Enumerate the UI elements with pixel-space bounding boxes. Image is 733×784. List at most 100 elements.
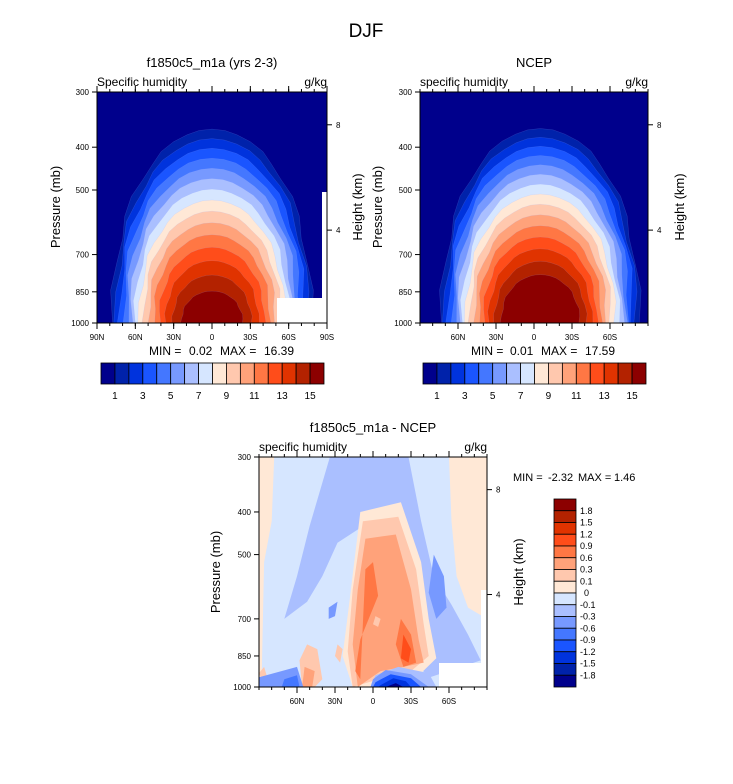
colorbar-box <box>100 362 116 385</box>
colorbar-box <box>553 627 577 641</box>
colorbar-box <box>281 362 297 385</box>
missing-data-region <box>277 298 327 323</box>
y-tick-label: 500 <box>76 186 90 195</box>
units-label: g/kg <box>304 75 327 89</box>
contour-fills <box>259 457 487 687</box>
colorbar-box <box>631 362 647 385</box>
y-right-tick-label: 8 <box>336 121 341 130</box>
panel-title: f1850c5_m1a - NCEP <box>310 420 436 435</box>
missing-data-region <box>439 663 487 687</box>
contour-band <box>335 644 343 663</box>
y-tick-label: 700 <box>238 615 252 624</box>
colorbar-label: 1.2 <box>580 529 593 539</box>
colorbar-box <box>553 674 577 688</box>
colorbar-box <box>212 362 227 385</box>
colorbar-box <box>553 569 577 582</box>
colorbar-box <box>226 362 241 385</box>
x-tick-label: 30S <box>243 333 257 342</box>
y-tick-label: 300 <box>76 88 90 97</box>
colorbar-label: 1.8 <box>580 506 593 516</box>
colorbar-label: 1.5 <box>580 518 593 528</box>
colorbar-box <box>534 362 549 385</box>
missing-data-region <box>322 192 327 323</box>
y-right-axis-label: Height (km) <box>511 538 526 605</box>
colorbar-label: 7 <box>518 391 524 402</box>
x-tick-label: 30S <box>404 697 418 706</box>
y-tick-label: 850 <box>76 288 90 297</box>
min-label: MIN = <box>513 472 543 484</box>
colorbar-label: -0.9 <box>580 635 596 645</box>
colorbar-label: 5 <box>168 391 174 402</box>
y-tick-label: 500 <box>399 186 413 195</box>
contour-band <box>385 683 404 687</box>
colorbar-label: 11 <box>571 391 582 402</box>
colorbar-label: 7 <box>196 391 202 402</box>
max-value: 16.39 <box>264 344 294 358</box>
panel-difference: f1850c5_m1a - NCEP specific humidity g/k… <box>208 420 635 706</box>
colorbar-label: 0.9 <box>580 541 593 551</box>
x-tick-label: 0 <box>532 333 537 342</box>
contour-band <box>449 457 487 619</box>
colorbar-box <box>603 362 619 385</box>
colorbar-box <box>142 362 158 385</box>
contour-plot: 300 400 500 700 850 1000 8 4 60N 30N 0 30S 60S <box>233 451 501 706</box>
min-value: -2.32 <box>548 472 573 484</box>
colorbar-label: 1 <box>434 391 440 402</box>
colorbar-label: -0.1 <box>580 600 596 610</box>
panel-title: f1850c5_m1a (yrs 2-3) <box>147 55 278 70</box>
colorbar-box <box>128 362 144 385</box>
units-label: g/kg <box>464 440 487 454</box>
y-tick-label: 1000 <box>233 683 251 692</box>
colorbar-box <box>520 362 535 385</box>
colorbar-box <box>553 510 577 523</box>
variable-label: Specific humidity <box>97 75 187 89</box>
units-label: g/kg <box>625 75 648 89</box>
colorbar-label: 13 <box>599 391 611 402</box>
contour-band <box>428 554 447 619</box>
contour-plot: 300 400 500 700 850 1000 8 4 60N 30N 0 30S 60S <box>394 86 662 342</box>
y-tick-label: 700 <box>399 251 413 260</box>
min-value: 0.01 <box>510 344 534 358</box>
colorbar-box <box>309 362 325 385</box>
y-right-tick-label: 4 <box>657 226 662 235</box>
x-tick-label: 60S <box>282 333 296 342</box>
contour-band <box>328 601 338 619</box>
colorbar-box <box>553 498 577 512</box>
x-tick-label: 60S <box>603 333 617 342</box>
y-tick-label: 300 <box>238 453 252 462</box>
colorbar-box <box>553 639 577 653</box>
y-tick-label: 400 <box>76 143 90 152</box>
missing-data-region <box>481 590 487 687</box>
contour-plot: 300 400 500 700 850 1000 8 4 90N 60N 30N 0 30S 60S 90S <box>71 86 341 342</box>
colorbar-box <box>589 362 605 385</box>
y-right-tick-label: 8 <box>496 486 501 495</box>
colorbar-box <box>553 592 577 606</box>
colorbar-label: 0.3 <box>580 565 593 575</box>
y-right-axis-label: Height (km) <box>672 173 687 240</box>
colorbar-label: 15 <box>627 391 639 402</box>
y-axis-label: Pressure (mb) <box>370 166 385 248</box>
contour-band <box>259 457 275 687</box>
min-label: MIN = <box>149 344 181 358</box>
colorbar-box <box>553 545 577 559</box>
colorbar-box <box>436 362 452 385</box>
panel-model: f1850c5_m1a (yrs 2-3) Specific humidity … <box>48 55 365 402</box>
colorbar-box <box>553 604 577 617</box>
y-right-tick-label: 4 <box>496 591 501 600</box>
colorbar-box <box>239 362 255 385</box>
colorbar-label: -0.6 <box>580 623 596 633</box>
y-tick-label: 400 <box>399 143 413 152</box>
contour-band <box>378 678 411 687</box>
contour-band <box>499 274 580 323</box>
colorbar: 1.8 1.51.2 0.9 0.6 0.30.1 0 -0.1 -0.3-0.6 -0.9 -1… <box>553 498 596 688</box>
max-label: MAX = <box>541 344 577 358</box>
colorbar-label: 0.6 <box>580 553 593 563</box>
colorbar-label: 11 <box>249 391 260 402</box>
colorbar-label: 3 <box>462 391 468 402</box>
colorbar-box <box>422 362 438 385</box>
colorbar-box <box>553 616 577 629</box>
colorbar-label: -1.5 <box>580 659 596 669</box>
colorbar-box <box>295 362 311 385</box>
colorbar: 1 3 5 7 9 11 13 15 <box>100 362 325 402</box>
